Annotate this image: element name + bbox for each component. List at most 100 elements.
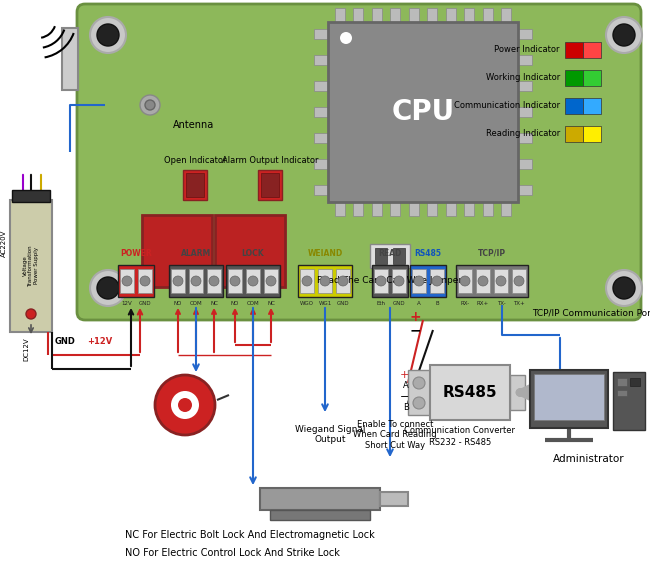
Bar (171, 269, 185, 293)
Text: AC220V: AC220V (1, 230, 7, 257)
Bar (186, 173, 204, 197)
Bar (393, 248, 405, 264)
Bar (565, 98, 583, 114)
Circle shape (613, 277, 635, 299)
Circle shape (230, 276, 240, 286)
Circle shape (478, 276, 488, 286)
Bar (375, 248, 387, 264)
Bar (142, 215, 212, 287)
Text: ALARM: ALARM (181, 248, 211, 257)
Bar (409, 202, 419, 216)
Circle shape (145, 100, 155, 110)
Bar (335, 8, 345, 22)
Circle shape (606, 270, 642, 306)
Bar (565, 42, 583, 58)
Text: POWER: POWER (120, 248, 152, 257)
Text: Antenna: Antenna (173, 120, 214, 130)
Circle shape (514, 276, 524, 286)
Text: Voltage
Transformation
Power Supply: Voltage Transformation Power Supply (23, 245, 39, 287)
Bar (427, 202, 437, 216)
Circle shape (613, 24, 635, 46)
Text: GND: GND (393, 301, 406, 306)
Circle shape (155, 375, 215, 435)
Text: DC12V: DC12V (23, 337, 29, 360)
Text: Open Indicator: Open Indicator (164, 156, 226, 165)
Text: RS232 - RS485: RS232 - RS485 (429, 438, 491, 447)
Circle shape (338, 276, 348, 286)
Text: WEIAND: WEIAND (307, 248, 343, 257)
Bar (458, 269, 472, 293)
Bar (446, 202, 456, 216)
Bar (427, 8, 437, 22)
Bar (518, 185, 532, 195)
Text: +12V: +12V (87, 337, 112, 346)
Bar (583, 70, 601, 86)
Text: WGO: WGO (300, 301, 314, 306)
Circle shape (413, 377, 425, 389)
Text: GND: GND (337, 301, 349, 306)
Text: TCP/IP Communication Port: TCP/IP Communication Port (532, 308, 650, 317)
Text: Administrator: Administrator (553, 454, 625, 464)
Text: READ: READ (378, 248, 402, 257)
Text: A: A (417, 301, 421, 306)
Text: Enable To connect
When Card Reading
Short Cut Way: Enable To connect When Card Reading Shor… (353, 420, 437, 450)
Circle shape (90, 17, 126, 53)
Text: Wiegand Signal
Output: Wiegand Signal Output (294, 425, 365, 444)
Text: Working Indicator: Working Indicator (486, 73, 560, 82)
Text: LOCK: LOCK (242, 248, 265, 257)
Bar (207, 269, 221, 293)
Circle shape (376, 276, 386, 286)
Text: +: + (410, 310, 421, 324)
Bar (510, 375, 525, 410)
Bar (189, 269, 203, 293)
Text: Eth: Eth (376, 301, 385, 306)
Circle shape (178, 398, 192, 412)
Text: Read The Card Can Wire Jumper: Read The Card Can Wire Jumper (317, 276, 463, 285)
Bar (518, 55, 532, 65)
Text: NO: NO (174, 301, 182, 306)
Circle shape (496, 276, 506, 286)
Bar (494, 269, 508, 293)
Bar (314, 133, 328, 143)
Bar (583, 126, 601, 142)
Text: −: − (400, 392, 409, 402)
Bar (328, 22, 518, 202)
Bar (314, 29, 328, 39)
Circle shape (97, 277, 119, 299)
Text: TCP/IP: TCP/IP (478, 248, 506, 257)
Bar (476, 269, 490, 293)
Text: COM: COM (190, 301, 202, 306)
Text: TX-: TX- (497, 301, 506, 306)
Circle shape (266, 276, 276, 286)
Circle shape (140, 276, 150, 286)
FancyBboxPatch shape (77, 4, 641, 320)
Bar (12, 190, 50, 202)
Bar (565, 126, 583, 142)
Bar (501, 202, 511, 216)
Bar (518, 81, 532, 91)
Bar (314, 81, 328, 91)
Text: GND: GND (55, 337, 76, 346)
Circle shape (26, 309, 36, 319)
Bar (298, 265, 352, 297)
Circle shape (302, 276, 312, 286)
Text: GND: GND (138, 301, 151, 306)
Text: 12V: 12V (122, 301, 133, 306)
Bar (392, 269, 406, 293)
Text: Communication Converter: Communication Converter (404, 426, 515, 435)
Bar (518, 159, 532, 169)
Text: RS485: RS485 (443, 385, 497, 400)
Bar (617, 390, 627, 396)
Bar (565, 70, 583, 86)
Text: B: B (436, 301, 439, 306)
Bar (336, 269, 350, 293)
Bar (518, 133, 532, 143)
Bar (613, 372, 645, 430)
Text: RX-: RX- (460, 301, 469, 306)
Text: RS485: RS485 (415, 248, 441, 257)
Bar (62, 28, 78, 90)
Bar (120, 269, 134, 293)
Circle shape (171, 391, 199, 419)
Bar (374, 269, 388, 293)
Bar (583, 42, 601, 58)
